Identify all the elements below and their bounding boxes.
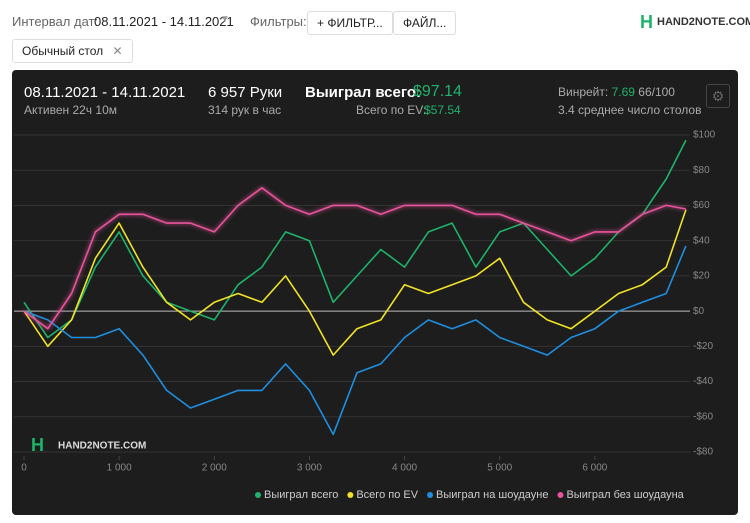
ev-value: $57.54 <box>424 103 461 117</box>
winrate-rank: 66/100 <box>638 85 675 99</box>
watermark-icon: H <box>31 435 44 455</box>
dropdown-arrow: ▼ <box>220 14 230 25</box>
legend-label: Выиграл всего <box>264 489 338 501</box>
y-tick-label: -$80 <box>693 447 713 458</box>
x-tick-label: 5 000 <box>487 463 512 474</box>
legend-label: Выиграл на шоудауне <box>436 489 548 501</box>
filter-button[interactable]: + ФИЛЬТР... <box>307 11 393 35</box>
tab-text: Обычный стол <box>22 44 104 58</box>
y-tick-label: $100 <box>693 130 716 141</box>
y-tick-label: -$40 <box>693 376 713 387</box>
y-tick-label: $0 <box>693 306 705 317</box>
x-tick-label: 4 000 <box>392 463 417 474</box>
legend-marker <box>557 492 564 498</box>
logo-icon: H <box>640 12 653 32</box>
tab[interactable]: Обычный стол ✕ <box>12 39 133 63</box>
hands: 6 957 Руки <box>208 84 283 101</box>
x-tick-label: 6 000 <box>582 463 607 474</box>
x-tick-label: 1 000 <box>107 463 132 474</box>
legend-label: Всего по EV <box>356 489 418 501</box>
period: 08.11.2021 - 14.11.2021 <box>24 84 186 101</box>
filters-label: Фильтры: <box>250 14 307 29</box>
x-tick-label: 2 000 <box>202 463 227 474</box>
file-button[interactable]: ФАЙЛ... <box>393 11 457 35</box>
watermark: HAND2NOTE.COM <box>58 441 146 452</box>
line <box>23 139 687 339</box>
winrate-value: 7.69 <box>611 85 635 99</box>
filter-text: ФИЛЬТР... <box>327 16 383 30</box>
y-tick-label: -$20 <box>693 341 713 352</box>
date-label: Интервал дат: <box>12 14 99 29</box>
won-value: $97.14 <box>413 83 462 100</box>
y-tick-label: -$60 <box>693 411 713 422</box>
y-tick-label: $80 <box>693 165 710 176</box>
tables: 3.4 среднее число столов <box>558 103 702 117</box>
legend-marker <box>427 492 434 498</box>
y-tick-label: $20 <box>693 271 710 282</box>
y-tick-label: $60 <box>693 200 710 211</box>
winrate: Винрейт: 7.69 66/100 <box>558 85 675 99</box>
x-tick-label: 3 000 <box>297 463 322 474</box>
panel <box>12 70 738 515</box>
ev-label: Всего по EV: <box>356 103 427 117</box>
line <box>23 187 687 330</box>
legend-marker <box>255 492 261 498</box>
line <box>23 209 687 356</box>
winrate-label: Винрейт: <box>558 85 609 99</box>
legend-marker <box>347 492 354 498</box>
per-hour: 314 рук в час <box>208 103 282 117</box>
settings-button[interactable]: ⚙ <box>706 84 730 108</box>
x-tick-label: 0 <box>21 463 27 474</box>
legend-label: Выиграл без шоудауна <box>566 489 684 501</box>
active: Активен 22ч 10м <box>24 103 117 117</box>
y-tick-label: $40 <box>693 235 710 246</box>
line <box>23 245 687 436</box>
won-label: Выиграл всего: <box>305 84 422 101</box>
plot: -$80 -$60 -$40 -$20 $0 $20 $40 $60 $80 $100 0 1 000… <box>14 130 716 474</box>
logo: HAND2NOTE.COM <box>657 16 750 28</box>
date-select[interactable]: 08.11.2021 - 14.11.2021 <box>94 14 234 29</box>
